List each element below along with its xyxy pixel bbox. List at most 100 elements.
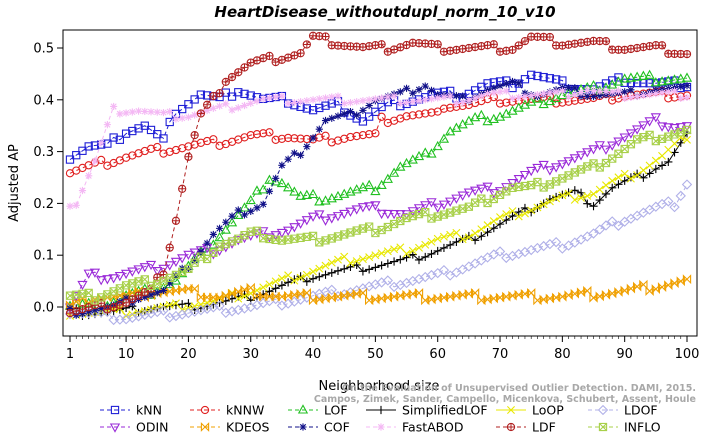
x-tick-label: 70 <box>492 347 509 362</box>
data-point-simplifiedlof <box>352 260 361 270</box>
data-point-lof <box>382 173 393 183</box>
data-point-ldof <box>438 264 450 276</box>
data-point-ldf <box>657 41 667 50</box>
data-point-lof <box>245 194 256 205</box>
data-point-fastabod <box>602 87 610 96</box>
data-point-ldof <box>133 311 144 322</box>
data-point-kdeos <box>583 285 592 296</box>
data-point-knn <box>520 75 530 84</box>
data-point-loop <box>477 225 486 234</box>
data-point-loop <box>315 264 324 273</box>
data-point-fastabod <box>159 108 168 117</box>
data-point-loop <box>471 229 480 238</box>
data-point-fastabod <box>172 115 180 123</box>
data-point-loop <box>527 206 536 215</box>
data-point-ldof <box>220 307 231 318</box>
x-tick-label: 80 <box>554 347 571 362</box>
data-point-fastabod <box>390 92 398 100</box>
data-point-odin <box>594 141 605 151</box>
data-point-lof <box>226 217 238 227</box>
data-point-odin <box>357 203 369 213</box>
data-point-lof <box>314 196 325 206</box>
data-point-loop <box>439 232 448 241</box>
data-point-ldf <box>128 295 137 304</box>
data-point-fastabod <box>141 107 149 116</box>
data-point-odin <box>332 212 344 222</box>
data-point-cof <box>197 248 205 256</box>
data-point-cof <box>172 272 180 280</box>
data-point-knnw <box>302 134 311 144</box>
data-point-simplifiedlof <box>308 274 318 283</box>
data-point-cof <box>272 174 280 182</box>
data-point-cof <box>290 149 298 157</box>
data-point-fastabod <box>521 92 529 101</box>
data-point-loop <box>651 156 660 165</box>
data-point-fastabod <box>191 111 199 119</box>
legend-marker-loop <box>507 406 515 414</box>
data-point-fastabod <box>384 93 392 101</box>
data-point-loop <box>670 139 679 148</box>
legend-item-fastabod: FastABOD <box>366 420 464 434</box>
data-point-kdeos <box>358 287 368 298</box>
data-point-odin <box>476 184 487 194</box>
data-point-odin <box>538 160 549 171</box>
data-point-knn <box>527 70 536 79</box>
data-point-fastabod <box>440 93 448 101</box>
data-point-fastabod <box>502 87 510 95</box>
data-point-simplifiedlof <box>178 300 187 309</box>
data-point-kdeos <box>65 300 75 311</box>
data-point-knn <box>140 121 149 130</box>
data-point-loop <box>502 210 511 219</box>
data-point-ldf <box>296 49 305 58</box>
data-point-cof <box>564 84 573 92</box>
data-point-kdeos <box>234 286 243 297</box>
data-point-lof <box>233 209 244 219</box>
data-point-ldof <box>226 306 238 317</box>
data-point-loop <box>296 273 305 282</box>
data-point-odin <box>544 166 556 176</box>
data-point-knnw <box>277 134 287 144</box>
data-point-loop <box>639 166 648 175</box>
data-point-lof <box>258 184 269 194</box>
data-point-loop <box>570 195 579 204</box>
data-point-fastabod <box>421 96 429 104</box>
data-point-odin <box>145 260 157 271</box>
data-point-odin <box>345 207 356 217</box>
legend-label: KDEOS <box>226 420 270 434</box>
data-point-knn <box>377 102 386 112</box>
data-point-knn <box>533 71 542 81</box>
data-point-kdeos <box>626 283 636 294</box>
data-point-odin <box>600 145 612 155</box>
data-point-cof <box>253 204 261 212</box>
data-point-fastabod <box>546 89 554 97</box>
data-point-kdeos <box>252 291 262 302</box>
data-point-lof <box>476 109 487 120</box>
data-point-loop <box>265 280 274 289</box>
data-point-lof <box>214 231 225 242</box>
x-tick-label: 20 <box>180 347 197 362</box>
data-point-cof <box>409 89 417 97</box>
legend-marker-ldf <box>506 422 516 432</box>
data-point-kdeos <box>639 279 648 290</box>
data-point-knnw <box>97 155 106 165</box>
data-point-loop <box>421 240 430 249</box>
x-tick-label: 30 <box>242 347 259 362</box>
data-point-knnw <box>421 109 430 118</box>
data-point-ldof <box>201 303 213 314</box>
data-point-simplifiedlof <box>346 262 355 272</box>
data-point-odin <box>388 210 400 220</box>
data-point-cof <box>209 230 217 239</box>
data-point-ldof <box>189 306 200 317</box>
data-point-knn <box>159 134 168 143</box>
data-point-odin <box>426 198 437 208</box>
data-point-lof <box>432 140 443 151</box>
data-point-knn <box>302 104 311 113</box>
data-point-ldf <box>178 184 187 193</box>
data-point-odin <box>77 280 88 291</box>
data-point-cof <box>284 155 292 163</box>
series-layer <box>64 31 693 326</box>
data-point-odin <box>89 268 101 278</box>
data-point-lof <box>482 115 493 126</box>
data-point-fastabod <box>589 87 598 95</box>
data-point-knnw <box>495 99 505 108</box>
